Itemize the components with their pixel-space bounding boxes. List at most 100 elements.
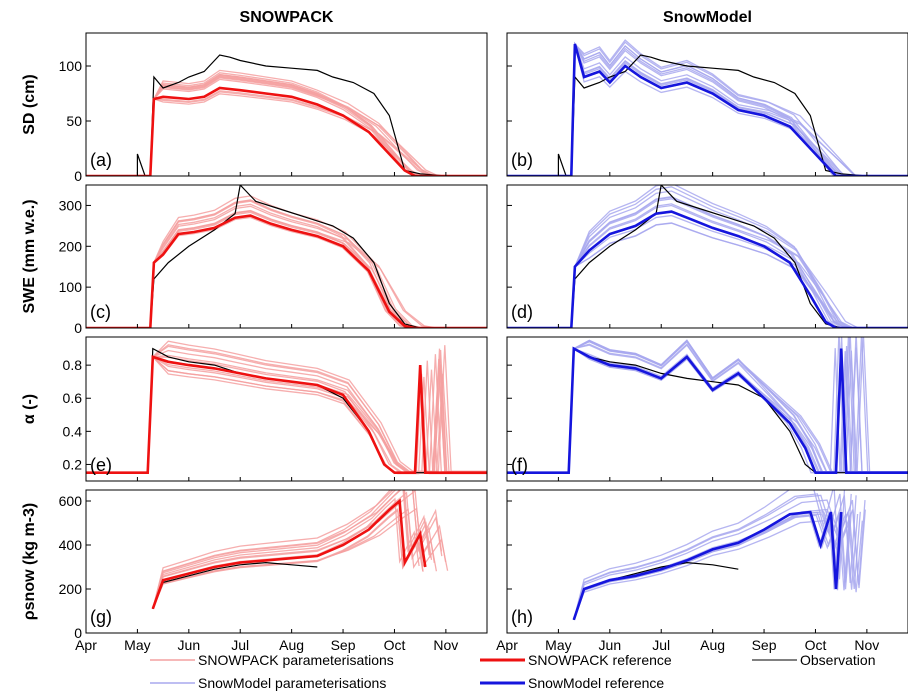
- y-tick-label: 200: [59, 238, 83, 254]
- x-tick-label: Jul: [231, 637, 249, 653]
- x-tick-label: Sep: [331, 637, 356, 653]
- plot-area: [86, 54, 487, 176]
- x-tick-label: Apr: [496, 637, 518, 653]
- reference-line: [86, 86, 487, 176]
- y-tick-label: 300: [59, 197, 83, 213]
- observation-line: [86, 185, 487, 328]
- legend-item: SnowModel reference: [480, 675, 664, 691]
- panel-f: (f): [506, 336, 908, 482]
- y-tick-label: 0.6: [63, 390, 83, 406]
- parameterisation-line: [86, 90, 487, 176]
- parameterisation-line: [86, 78, 487, 176]
- parameterisation-line: [507, 43, 908, 176]
- legend-label: SNOWPACK parameterisations: [198, 652, 394, 668]
- parameterisation-line: [507, 41, 908, 176]
- parameterisation-line: [507, 43, 908, 176]
- x-tick-label: Jun: [599, 637, 622, 653]
- plot-area: [86, 340, 487, 475]
- plot-area: [151, 490, 449, 610]
- reference-line: [507, 43, 908, 176]
- parameterisation-line: [86, 355, 487, 475]
- legend-label: Observation: [800, 652, 875, 668]
- x-tick-label: Aug: [279, 637, 304, 653]
- y-axis-label: ρsnow (kg m-3): [21, 503, 38, 620]
- panel-frame: [506, 184, 908, 329]
- panel-frame: [85, 184, 488, 329]
- panel-a: 0 50 100 (a): [59, 32, 488, 184]
- x-tick-label: Jul: [652, 637, 670, 653]
- parameterisation-line: [507, 43, 908, 176]
- parameterisation-line: [507, 43, 908, 176]
- parameterisation-line: [86, 205, 487, 328]
- parameterisation-line: [86, 349, 487, 474]
- reference-line: [572, 510, 843, 621]
- parameterisation-line: [86, 355, 487, 474]
- legend: SNOWPACK parameterisations SNOWPACK refer…: [150, 652, 875, 691]
- panel-label: (b): [511, 150, 533, 170]
- y-tick-label: 400: [59, 537, 83, 553]
- panel-frame: [506, 489, 908, 634]
- legend-item: SNOWPACK reference: [480, 652, 672, 668]
- parameterisation-line: [86, 340, 487, 474]
- x-tick-label: Oct: [384, 637, 406, 653]
- panel-label: (h): [511, 607, 533, 627]
- y-tick-label: 0: [74, 168, 82, 184]
- parameterisation-line: [507, 43, 908, 176]
- x-tick-label: Nov: [433, 637, 458, 653]
- parameterisation-line: [86, 93, 487, 176]
- observation-line: [507, 54, 867, 176]
- panel-frame: [85, 336, 488, 482]
- parameterisation-line: [86, 344, 487, 474]
- observation-line: [86, 54, 446, 176]
- y-tick-label: 0.4: [63, 423, 83, 439]
- parameterisation-line: [507, 41, 907, 176]
- parameterisation-line: [86, 216, 484, 328]
- y-axis-label: α (-): [21, 394, 38, 424]
- parameterisation-line: [573, 512, 840, 621]
- plot-area: [86, 185, 487, 328]
- panel-label: (c): [90, 302, 111, 322]
- reference-line: [507, 210, 908, 328]
- parameterisation-line: [507, 196, 908, 328]
- legend-item: Observation: [752, 652, 875, 668]
- y-tick-label: 100: [59, 279, 83, 295]
- legend-label: SnowModel parameterisations: [198, 675, 386, 691]
- parameterisation-line: [507, 222, 908, 328]
- plot-area: [507, 337, 908, 475]
- panel-frame: [85, 32, 488, 177]
- parameterisation-line: [573, 490, 846, 620]
- observation-line: [152, 561, 318, 610]
- reference-line: [507, 346, 908, 475]
- parameterisation-line: [507, 41, 908, 176]
- parameterisation-line: [507, 222, 908, 328]
- parameterisation-line: [86, 215, 487, 328]
- legend-label: SNOWPACK reference: [528, 652, 672, 668]
- y-tick-label: 600: [59, 493, 83, 509]
- parameterisation-line: [507, 185, 908, 328]
- parameterisation-line: [507, 39, 908, 176]
- panel-frame: [506, 32, 908, 177]
- parameterisation-line: [507, 204, 908, 328]
- x-tick-label: Jun: [178, 637, 201, 653]
- parameterisation-line: [507, 196, 908, 328]
- parameterisation-line: [86, 73, 487, 176]
- parameterisation-line: [152, 507, 424, 610]
- parameterisation-line: [86, 76, 487, 176]
- y-tick-label: 0: [74, 320, 82, 336]
- plot-area: [507, 39, 908, 176]
- parameterisation-line: [152, 491, 435, 609]
- panel-frame: [85, 489, 488, 634]
- x-tick-label: Nov: [854, 637, 879, 653]
- panel-label: (e): [90, 455, 112, 475]
- plot-area: [507, 185, 908, 328]
- panel-label: (a): [90, 150, 112, 170]
- column-titles: SNOWPACK SnowModel: [240, 9, 752, 26]
- parameterisation-line: [86, 91, 487, 176]
- legend-item: SnowModel parameterisations: [150, 675, 386, 691]
- x-tick-label: Oct: [805, 637, 827, 653]
- parameterisation-line: [86, 356, 487, 474]
- legend-item: SNOWPACK parameterisations: [150, 652, 394, 668]
- parameterisation-line: [507, 203, 908, 328]
- parameterisation-line: [86, 355, 487, 474]
